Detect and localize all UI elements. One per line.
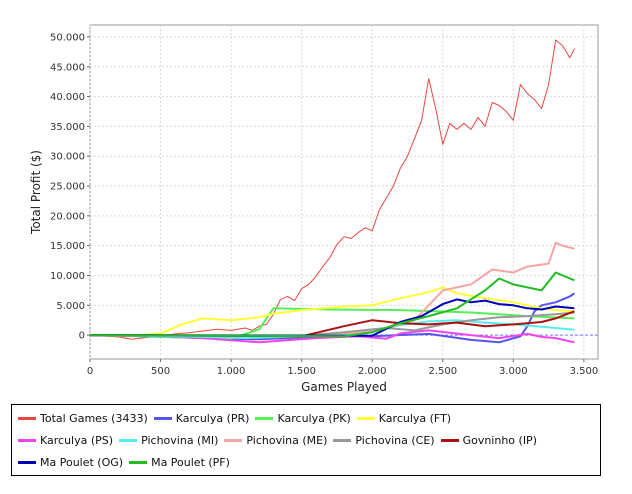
y-tick-label: 40.000	[50, 92, 85, 103]
legend-label: Ma Poulet (OG)	[40, 455, 124, 469]
legend-item: Karculya (PS)	[18, 434, 113, 447]
x-tick-label: 2.000	[358, 366, 387, 377]
series-line-3	[89, 286, 575, 338]
series-line-0	[89, 39, 575, 340]
y-tick-label: 35.000	[50, 122, 85, 133]
legend-item: Pichovina (MI)	[119, 434, 218, 447]
legend-swatch	[153, 416, 172, 420]
legend-swatch	[18, 416, 36, 420]
y-tick-label: 20.000	[50, 211, 85, 222]
series-layer	[89, 39, 575, 344]
legend-item: Karculya (PR)	[153, 411, 250, 425]
x-tick-label: 2.500	[428, 366, 457, 377]
series-line-9	[89, 298, 575, 337]
x-axis-title: Games Played	[301, 380, 387, 394]
legend: Total Games (3433) Karculya (PR) Karculya …	[11, 404, 601, 476]
y-tick-label: 5.000	[56, 301, 85, 312]
legend-swatch	[440, 438, 459, 442]
x-tick-label: 1.000	[217, 366, 246, 377]
x-tick-label: 500	[151, 366, 170, 377]
y-tick-label: 50.000	[50, 32, 85, 43]
x-axis: 0 500 1.000 1.500 2.000 2.500 3.000 3.500	[87, 359, 598, 377]
y-tick-label: 45.000	[50, 62, 85, 73]
y-axis: 0 5.000 10.000 15.000 20.000 25.000 30.000 35.0…	[50, 32, 90, 342]
legend-row: Ma Poulet (OG) Ma Poulet (PF)	[18, 452, 236, 472]
legend-item: Karculya (FT)	[356, 411, 452, 425]
legend-label: Pichovina (CE)	[355, 433, 435, 447]
legend-item: Pichovina (ME)	[224, 434, 327, 447]
x-tick-label: 0	[87, 366, 93, 377]
legend-swatch	[356, 416, 375, 420]
chart: 0 500 1.000 1.500 2.000 2.500 3.000 3.500 0 5.00…	[29, 24, 599, 394]
series-line-8	[89, 310, 575, 338]
plot-area	[89, 24, 599, 360]
legend-item: Govninho (IP)	[440, 433, 537, 447]
legend-label: Pichovina (ME)	[246, 433, 328, 447]
legend-swatch	[129, 460, 148, 464]
legend-swatch	[333, 438, 352, 442]
legend-swatch	[224, 438, 243, 442]
legend-item: Total Games (3433)	[18, 412, 148, 425]
legend-swatch	[255, 416, 274, 420]
legend-item: Ma Poulet (OG)	[18, 456, 123, 469]
y-tick-label: 30.000	[50, 152, 85, 163]
legend-item: Ma Poulet (PF)	[129, 456, 230, 469]
y-tick-label: 25.000	[50, 182, 85, 193]
legend-label: Karculya (PK)	[277, 411, 351, 425]
legend-row: Total Games (3433) Karculya (PR) Karculya …	[18, 408, 457, 428]
y-tick-label: 15.000	[50, 241, 85, 252]
legend-label: Pichovina (MI)	[141, 433, 219, 447]
legend-swatch	[119, 438, 138, 442]
legend-item: Pichovina (CE)	[333, 433, 435, 447]
legend-item: Karculya (PK)	[255, 411, 351, 425]
x-tick-label: 3.000	[499, 366, 528, 377]
x-tick-label: 1.500	[287, 366, 316, 377]
legend-label: Ma Poulet (PF)	[151, 455, 230, 469]
legend-label: Karculya (PR)	[175, 411, 250, 425]
series-line-4	[89, 329, 575, 344]
legend-swatch	[18, 438, 36, 442]
legend-swatch	[18, 460, 36, 464]
legend-row: Karculya (PS) Pichovina (MI) Pichovina (ME…	[18, 430, 543, 450]
legend-label: Govninho (IP)	[462, 433, 537, 447]
y-tick-label: 0	[79, 331, 85, 342]
y-axis-title: Total Profit ($)	[29, 150, 43, 235]
y-tick-label: 10.000	[50, 271, 85, 282]
legend-label: Total Games (3433)	[40, 411, 148, 425]
legend-label: Karculya (PS)	[40, 433, 114, 447]
legend-label: Karculya (FT)	[378, 411, 452, 425]
series-line-10	[89, 271, 575, 338]
x-tick-label: 3.500	[570, 366, 599, 377]
